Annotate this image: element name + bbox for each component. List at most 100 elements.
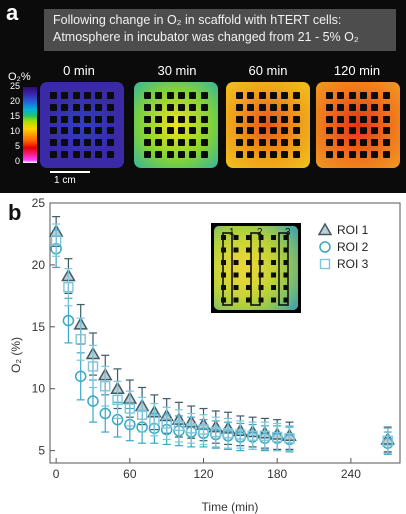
scaffold-hole bbox=[270, 150, 278, 158]
scaffold-hole bbox=[337, 138, 345, 146]
scaffold-hole bbox=[326, 138, 334, 146]
scaffold-hole bbox=[382, 115, 390, 123]
data-point bbox=[50, 234, 62, 246]
data-point bbox=[87, 395, 99, 407]
scaffold-hole bbox=[95, 138, 103, 146]
scaffold-hole bbox=[61, 92, 69, 100]
x-tick-label: 120 bbox=[193, 467, 213, 481]
scaffold-hole bbox=[84, 138, 92, 146]
panel-a: a Following change in O₂ in scaffold wit… bbox=[0, 0, 406, 193]
scaffold-hole bbox=[61, 115, 69, 123]
scaffold-hole bbox=[281, 138, 289, 146]
scaffold-hole bbox=[326, 127, 334, 135]
scaffold-hole bbox=[360, 103, 368, 111]
inset-hole bbox=[233, 272, 239, 278]
scaffold-hole bbox=[166, 92, 174, 100]
scaffold-hole bbox=[155, 127, 163, 135]
scaffold-hole bbox=[178, 115, 186, 123]
scaffold-hole bbox=[382, 138, 390, 146]
plot-area bbox=[49, 202, 401, 464]
caption-line-1: Following change in O₂ in scaffold with … bbox=[53, 13, 342, 27]
scaffold-hole bbox=[337, 127, 345, 135]
scaffold-hole bbox=[236, 115, 244, 123]
scaffold-hole bbox=[200, 127, 208, 135]
scaffold-hole bbox=[200, 103, 208, 111]
colorbar-tick: 15 bbox=[9, 111, 20, 121]
scaffold-hole bbox=[292, 138, 300, 146]
scaffold-hole bbox=[382, 127, 390, 135]
scaffold-hole bbox=[360, 138, 368, 146]
scaffold-hole bbox=[360, 150, 368, 158]
scaffold-hole bbox=[84, 127, 92, 135]
scaffold-hole bbox=[84, 115, 92, 123]
data-point bbox=[99, 407, 112, 420]
scaffold-hole bbox=[189, 115, 197, 123]
inset-roi-image: 1 2 3 bbox=[211, 223, 301, 313]
scaffold-hole bbox=[270, 92, 278, 100]
scaffold-hole bbox=[281, 103, 289, 111]
scaffold-hole bbox=[189, 138, 197, 146]
scaffold-hole bbox=[371, 127, 379, 135]
scaffold-hole bbox=[50, 138, 58, 146]
inset-hole bbox=[258, 297, 264, 303]
inset-roi-3-label: 3 bbox=[285, 227, 291, 238]
inset-roi-1-label: 1 bbox=[229, 227, 235, 238]
data-point bbox=[75, 333, 86, 345]
data-point bbox=[247, 430, 258, 441]
inset-hole bbox=[233, 285, 239, 290]
panel-letter-b: b bbox=[8, 200, 22, 225]
scaffold-hole bbox=[106, 150, 114, 158]
scaffold-hole bbox=[348, 150, 356, 158]
data-point bbox=[284, 433, 295, 444]
data-point bbox=[173, 420, 185, 432]
inset-roi-2-label: 2 bbox=[257, 227, 263, 238]
scaffold-hole bbox=[50, 92, 58, 100]
scaffold-hole bbox=[270, 138, 278, 146]
inset-hole bbox=[283, 247, 289, 253]
o2-chart: 5 10 15 20 25 0 60 120 180 240 O₂ (%) Time (min)… bbox=[9, 196, 401, 514]
scaffold-hole bbox=[106, 138, 114, 146]
scaffold-hole bbox=[258, 92, 266, 100]
data-point bbox=[63, 281, 74, 293]
scaffold-hole bbox=[281, 115, 289, 123]
scaffold-hole bbox=[166, 138, 174, 146]
y-tick-label: 10 bbox=[32, 382, 46, 396]
inset-hole bbox=[271, 285, 276, 290]
scaffold-hole bbox=[348, 138, 356, 146]
data-point bbox=[382, 435, 393, 446]
inset-hole bbox=[283, 297, 289, 303]
scaffold-hole bbox=[292, 103, 300, 111]
scaffold-hole bbox=[337, 150, 345, 158]
inset-hole bbox=[258, 285, 264, 290]
scaffold-hole bbox=[61, 127, 69, 135]
scaffold-hole bbox=[189, 92, 197, 100]
data-point bbox=[124, 403, 136, 414]
scaffold-hole bbox=[360, 115, 368, 123]
data-point bbox=[100, 381, 111, 392]
time-label-0min: 0 min bbox=[63, 63, 95, 78]
scaffold-hole bbox=[72, 138, 80, 146]
scaffold-hole bbox=[270, 103, 278, 111]
y-tick-label: 25 bbox=[32, 196, 46, 210]
scaffold-hole bbox=[189, 127, 197, 135]
scaffold-hole bbox=[258, 138, 266, 146]
scaffold-hole bbox=[155, 92, 163, 100]
time-label-60min: 60 min bbox=[248, 63, 288, 78]
data-point bbox=[198, 424, 209, 435]
data-point bbox=[186, 423, 197, 434]
scaffold-hole bbox=[371, 150, 379, 158]
inset-roi-2-box bbox=[250, 232, 261, 306]
scaffold-hole bbox=[178, 150, 186, 158]
scaffold-hole bbox=[84, 92, 92, 100]
scaffold-hole bbox=[258, 127, 266, 135]
inset-hole bbox=[258, 235, 264, 240]
scaffold-hole bbox=[337, 92, 345, 100]
inset-hole bbox=[246, 247, 251, 253]
colorbar-tick: 0 bbox=[14, 156, 20, 166]
scaffold-hole bbox=[236, 103, 244, 111]
scaffold-hole bbox=[258, 150, 266, 158]
scaffold-image-120min bbox=[316, 82, 400, 168]
y-tick-label: 15 bbox=[32, 320, 46, 334]
inset-hole bbox=[283, 285, 289, 290]
scale-bar-label: 1 cm bbox=[54, 175, 76, 186]
